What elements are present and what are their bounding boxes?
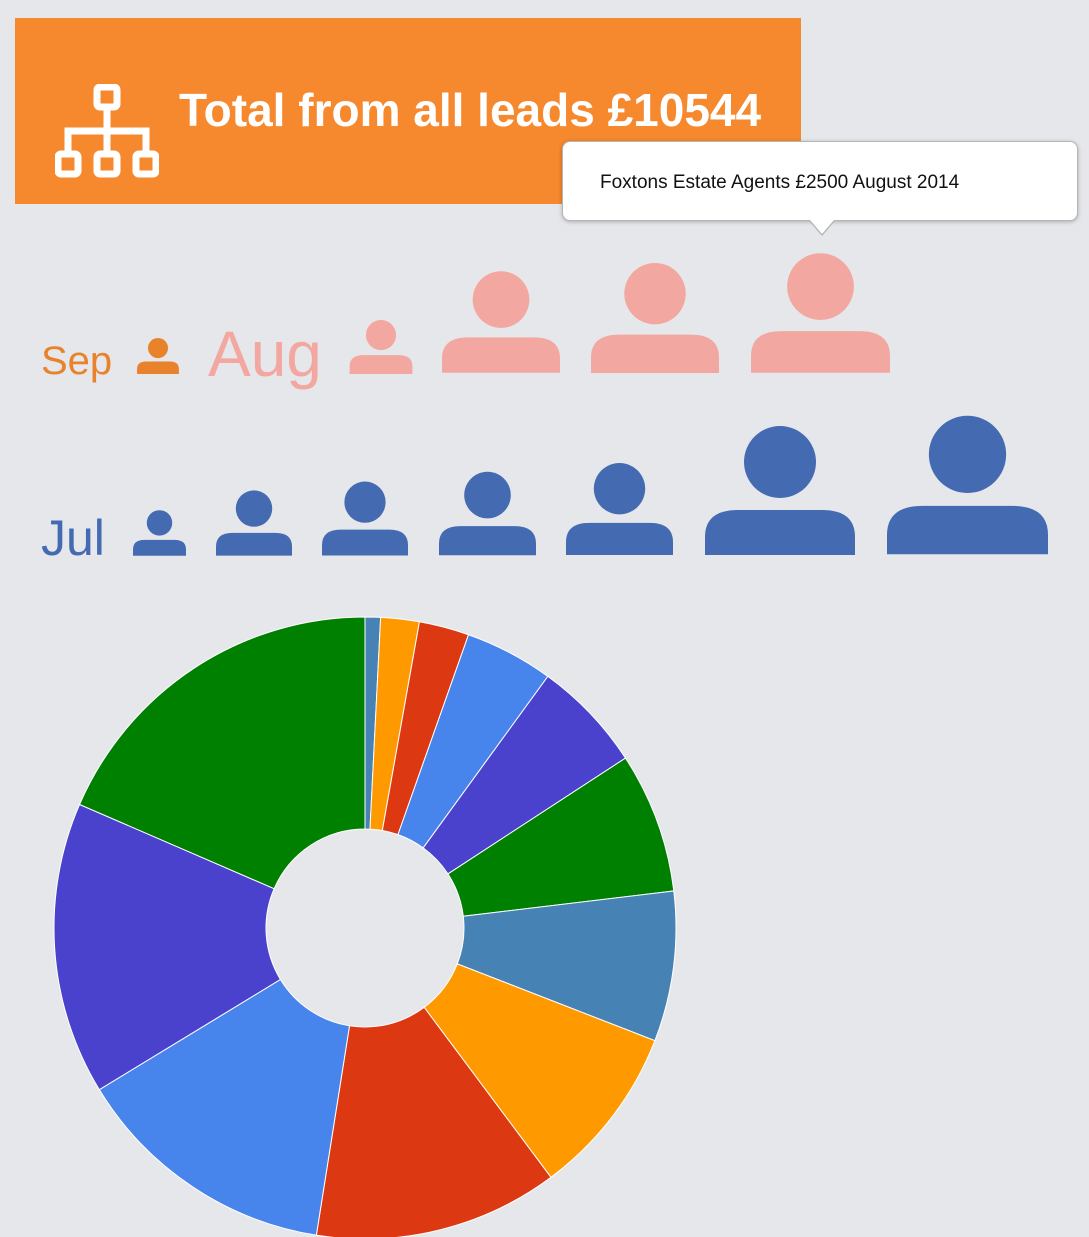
person-icon[interactable] (442, 270, 560, 374)
donut-slice-10[interactable] (98, 978, 351, 1236)
tooltip-arrow (810, 220, 834, 234)
person-head (744, 426, 816, 498)
person-body (705, 510, 855, 555)
person-icon[interactable] (705, 425, 855, 556)
sitemap-icon (55, 84, 159, 178)
person-icon[interactable] (439, 471, 536, 556)
person-head (787, 253, 854, 320)
donut-slice-11[interactable] (53, 803, 282, 1091)
person-icon[interactable] (887, 414, 1048, 556)
donut-slice-12[interactable] (78, 616, 366, 890)
person-head (147, 338, 169, 359)
person-body (751, 331, 890, 373)
total-banner: Total from all leads £10544 (15, 18, 801, 204)
person-body (216, 532, 292, 556)
person-body (133, 539, 186, 556)
person-head (464, 471, 511, 519)
person-icon[interactable] (133, 510, 186, 556)
month-label-aug: Aug (208, 318, 322, 390)
person-head (344, 481, 386, 523)
person-head (472, 271, 530, 328)
person-head (235, 490, 273, 527)
person-icon[interactable] (751, 252, 890, 374)
person-icon[interactable] (216, 490, 292, 556)
month-label-sep: Sep (41, 339, 113, 383)
person-body (591, 334, 719, 374)
donut-slice-7[interactable] (456, 890, 677, 1042)
person-body (566, 522, 673, 556)
person-body (137, 361, 179, 374)
tooltip-text: Foxtons Estate Agents £2500 August 2014 (600, 172, 960, 193)
person-head (928, 415, 1007, 494)
person-head (365, 320, 397, 351)
person-body (442, 337, 560, 373)
person-body (349, 355, 413, 374)
person-body (887, 505, 1048, 555)
person-head (624, 262, 686, 325)
donut-slice-9[interactable] (315, 1006, 552, 1237)
person-body (439, 526, 536, 556)
person-icon[interactable] (566, 462, 673, 556)
person-icon[interactable] (322, 481, 408, 556)
month-label-jul: Jul (41, 510, 105, 566)
person-head (146, 510, 173, 536)
person-body (322, 529, 408, 556)
lead-tooltip: Foxtons Estate Agents £2500 August 2014 (562, 141, 1078, 236)
person-icon[interactable] (137, 338, 179, 374)
total-title: Total from all leads £10544 (179, 84, 762, 136)
person-icon[interactable] (349, 320, 413, 374)
person-icon[interactable] (591, 262, 719, 374)
person-head (593, 462, 646, 515)
donut-slice-8[interactable] (423, 963, 656, 1178)
